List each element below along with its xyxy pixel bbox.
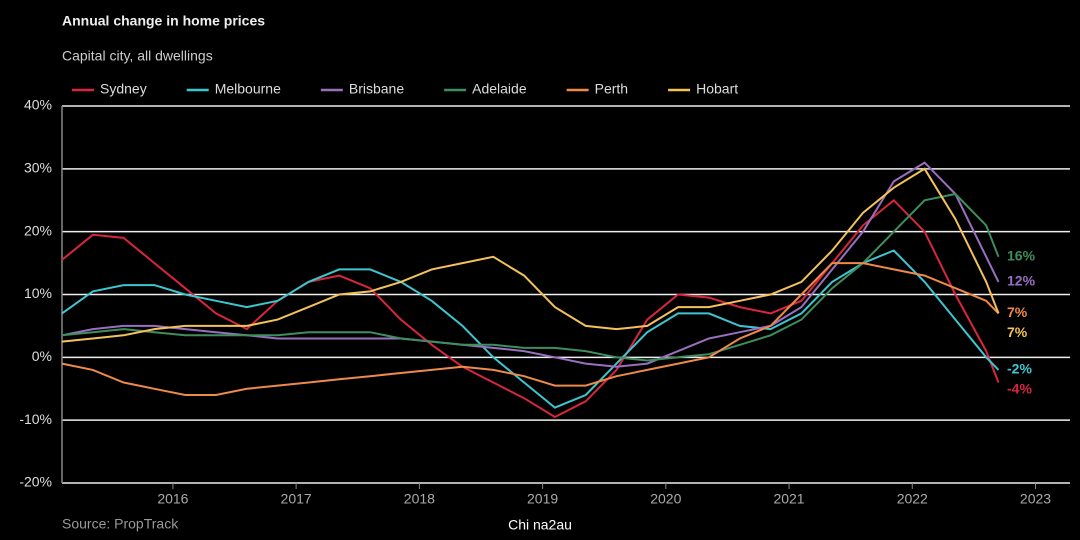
end-label: 7% [1007,304,1028,320]
series-line [61,167,1000,343]
series-line [61,262,1000,396]
watermark: Chi na2au [508,517,572,533]
end-label: 12% [1007,273,1036,289]
x-tick-label: 2016 [157,491,188,507]
legend-label: Hobart [696,81,738,97]
legend-label: Adelaide [472,81,527,97]
y-tick-label: -10% [19,411,52,427]
series-line [61,161,1000,368]
x-tick-label: 2018 [404,491,435,507]
end-label: -2% [1007,361,1032,377]
source: Source: PropTrack [62,516,179,532]
y-tick-label: 0% [32,348,52,364]
chart-title: Annual change in home prices [62,13,265,29]
series-line [61,198,1000,419]
series-line [61,249,1000,409]
end-label: -4% [1007,381,1032,397]
legend-label: Perth [595,81,628,97]
end-label: 16% [1007,248,1036,264]
x-tick-label: 2021 [773,491,804,507]
y-tick-label: 20% [24,222,52,238]
end-label: 7% [1007,324,1028,340]
x-tick-label: 2017 [281,491,312,507]
y-tick-label: 10% [24,285,52,301]
legend-label: Brisbane [349,81,404,97]
x-tick-label: 2023 [1020,491,1051,507]
y-tick-label: 30% [24,160,52,176]
chart-subtitle: Capital city, all dwellings [62,48,213,64]
x-tick-label: 2020 [650,491,681,507]
x-tick-label: 2022 [897,491,928,507]
legend-label: Sydney [100,81,147,97]
legend-label: Melbourne [215,81,281,97]
y-tick-label: -20% [19,474,52,490]
series-line [61,192,1000,362]
y-tick-label: 40% [24,97,52,113]
x-tick-label: 2019 [527,491,558,507]
